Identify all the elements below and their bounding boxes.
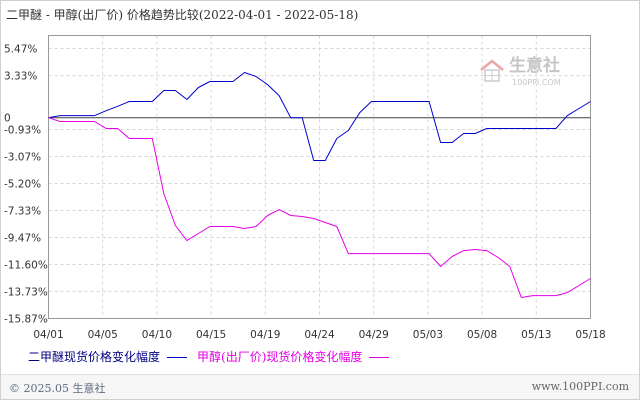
legend: 二甲醚现货价格变化幅度 甲醇(出厂价)现货价格变化幅度: [28, 350, 399, 364]
legend-item-methanol: 甲醇(出厂价)现货价格变化幅度: [197, 350, 390, 364]
x-tick-label: 04/29: [359, 329, 389, 341]
watermark-url: 100PPI.COM: [512, 78, 561, 87]
y-tick-label: -5.20%: [4, 179, 41, 191]
y-tick-label: -11.60%: [4, 259, 48, 271]
x-tick-label: 05/08: [467, 329, 497, 341]
x-tick-label: 05/18: [575, 329, 605, 341]
x-tick-label: 04/24: [304, 329, 335, 341]
y-tick-label: -15.87%: [4, 314, 48, 326]
y-tick-label: -13.73%: [4, 286, 48, 298]
watermark-name: 生意社: [509, 56, 560, 76]
y-tick-label: 0: [4, 113, 11, 125]
x-tick-label: 05/13: [521, 329, 551, 341]
footer-copyright: © 2025.05 生意社: [9, 382, 106, 395]
chart-title: 二甲醚 - 甲醇(出厂价) 价格趋势比较(2022-04-01 - 2022-0…: [6, 8, 359, 22]
y-tick-label: -0.93%: [4, 124, 41, 136]
y-tick-label: 3.33%: [4, 71, 37, 83]
series-line-2: [48, 117, 591, 298]
legend-label: 甲醇(出厂价)现货价格变化幅度: [197, 350, 363, 364]
footer-site-link[interactable]: www.100PPI.com: [531, 380, 629, 393]
series-lines: [48, 72, 591, 298]
plot-frame: [48, 35, 591, 319]
y-axis-ticks: 5.47% 3.33% 0-0.93% -3.07% -5.20% -7.33% -9.47…: [4, 44, 48, 326]
x-tick-label: 05/03: [413, 329, 443, 341]
legend-swatch: [167, 356, 188, 358]
x-tick-label: 04/01: [33, 329, 63, 341]
x-tick-label: 04/10: [142, 329, 172, 341]
legend-item-dimethyl-ether: 二甲醚现货价格变化幅度: [28, 350, 188, 364]
legend-label: 二甲醚现货价格变化幅度: [28, 350, 161, 364]
y-tick-label: -9.47%: [4, 233, 41, 245]
x-tick-label: 04/19: [250, 329, 280, 341]
y-tick-label: -3.07%: [4, 152, 41, 164]
x-tick-label: 04/15: [196, 329, 226, 341]
grid-lines: [48, 35, 591, 319]
x-tick-label: 04/05: [88, 329, 118, 341]
series-line-1: [48, 72, 591, 161]
y-tick-label: -7.33%: [4, 205, 41, 217]
legend-swatch: [369, 356, 390, 358]
x-axis-ticks: 04/01 04/05 04/10 04/15 04/19 04/24 04/29 05/03…: [33, 329, 605, 341]
footer-bar: © 2025.05 生意社 www.100PPI.com: [1, 374, 639, 399]
y-tick-label: 5.47%: [4, 44, 37, 56]
